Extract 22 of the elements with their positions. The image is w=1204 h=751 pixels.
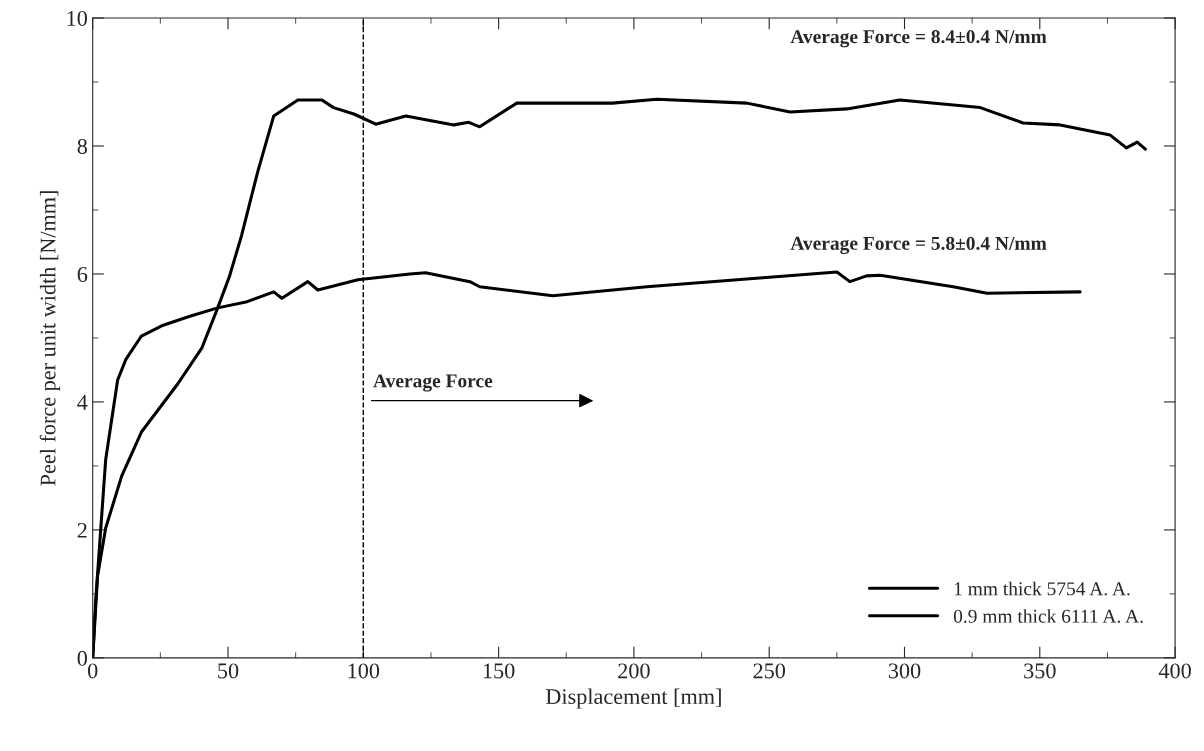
x-tick-label: 250 bbox=[753, 663, 786, 679]
y-tick-label: 4 bbox=[77, 395, 88, 410]
x-tick-label: 200 bbox=[618, 663, 650, 679]
x-tick-label: 100 bbox=[348, 663, 380, 679]
y-tick-label: 10 bbox=[67, 10, 87, 26]
legend-label: 0.9 mm thick 6111 A. A. bbox=[953, 609, 1143, 623]
x-tick-label: 150 bbox=[483, 663, 515, 679]
annotation: Average Force bbox=[373, 374, 493, 392]
x-axis-title: Displacement [mm] bbox=[545, 688, 721, 709]
x-tick-label: 0 bbox=[88, 663, 98, 679]
legend-label: 1 mm thick 5754 A. A. bbox=[954, 581, 1130, 596]
y-axis-title: Peel force per unit width [N/mm] bbox=[39, 191, 61, 486]
x-tick-label: 350 bbox=[1024, 663, 1056, 679]
x-tick-label: 400 bbox=[1158, 663, 1191, 679]
y-tick-label: 6 bbox=[77, 266, 88, 282]
x-tick-label: 300 bbox=[888, 663, 921, 679]
y-tick-label: 8 bbox=[77, 138, 87, 154]
x-tick-label: 50 bbox=[218, 663, 239, 679]
annotation: Average Force = 8.4±0.4 N/mm bbox=[790, 30, 1047, 48]
y-tick-label: 2 bbox=[77, 522, 87, 538]
annotation: Average Force = 5.8±0.4 N/mm bbox=[790, 236, 1047, 254]
y-tick-label: 0 bbox=[77, 650, 87, 666]
